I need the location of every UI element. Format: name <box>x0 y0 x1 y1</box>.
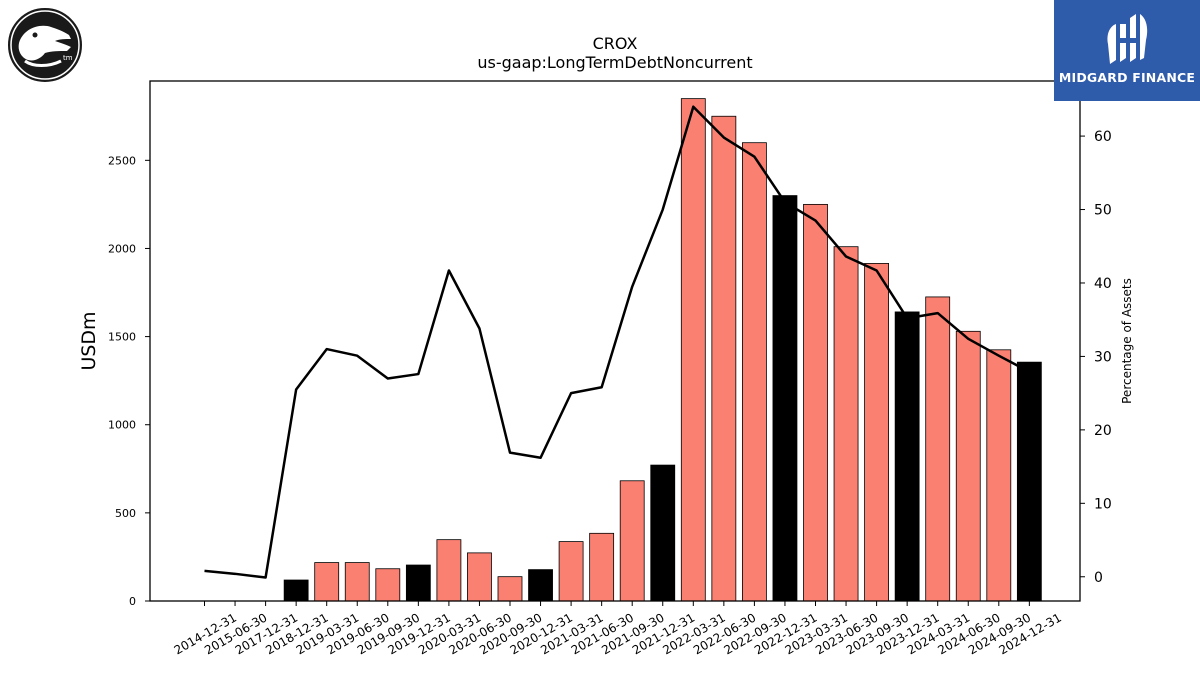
bar-2023-12-31 <box>894 311 920 602</box>
bars-group <box>283 98 1042 602</box>
y-tick-label-0: 0 <box>129 595 136 608</box>
midgard-mark-icon <box>1107 14 1148 64</box>
chart-title: CROX <box>593 34 638 53</box>
bar-2024-09-30 <box>986 349 1012 602</box>
y2-tick-label-40: 40 <box>1094 276 1112 292</box>
y2-axis-label: Percentage of Assets <box>1120 278 1134 404</box>
pct-line-group <box>204 105 1030 579</box>
chart-subtitle: us-gaap:LongTermDebtNoncurrent <box>477 53 752 72</box>
y2-tick-label-60: 60 <box>1094 129 1112 145</box>
y-axis-label: USDm <box>78 311 100 370</box>
bar-2020-12-31 <box>528 569 553 602</box>
bar-2023-09-30 <box>864 263 889 602</box>
bar-2022-03-31 <box>680 98 706 602</box>
bar-2019-12-31 <box>405 564 431 602</box>
bar-2021-12-31 <box>650 464 676 602</box>
bar-2021-09-30 <box>619 480 645 602</box>
bar-2022-12-31 <box>772 195 798 602</box>
crocodile-icon: tm <box>6 6 84 84</box>
bar-2019-06-30 <box>344 562 370 602</box>
plot-frame <box>149 80 1081 602</box>
crocs-logo: tm <box>5 5 85 85</box>
bar-2024-12-31 <box>1016 361 1042 602</box>
midgard-finance-logo: MIDGARD FINANCE <box>1054 0 1200 101</box>
bar-2021-06-30 <box>589 532 615 602</box>
bar-2023-06-30 <box>833 246 859 602</box>
y-tick-label-1000: 1000 <box>108 419 136 432</box>
y-tick-label-2000: 2000 <box>108 242 136 255</box>
y2-tick-label-20: 20 <box>1094 423 1112 439</box>
bar-2020-06-30 <box>467 552 492 602</box>
y-tick-label-1500: 1500 <box>108 331 136 344</box>
y-tick-label-2500: 2500 <box>108 154 136 167</box>
brand-name: MIDGARD FINANCE <box>1058 70 1196 85</box>
bar-2019-09-30 <box>375 568 401 602</box>
bar-2022-06-30 <box>711 115 737 602</box>
y2-tick-label-30: 30 <box>1094 349 1112 365</box>
bar-2024-03-31 <box>925 296 951 602</box>
y2-tick-label-50: 50 <box>1094 203 1112 219</box>
bar-2018-12-31 <box>283 579 309 602</box>
y-tick-label-500: 500 <box>115 507 136 520</box>
bar-2019-03-31 <box>314 562 340 602</box>
bar-2020-03-31 <box>436 539 462 602</box>
bar-2024-06-30 <box>955 330 981 602</box>
y2-tick-label-10: 10 <box>1094 496 1112 512</box>
bar-2021-03-31 <box>558 541 584 602</box>
svg-text:tm: tm <box>63 54 73 62</box>
y2-tick-label-0: 0 <box>1094 570 1103 586</box>
bar-2020-09-30 <box>497 576 523 602</box>
bar-2023-03-31 <box>803 203 828 602</box>
bar-2022-09-30 <box>742 142 767 602</box>
pct-assets-line <box>204 105 1030 579</box>
